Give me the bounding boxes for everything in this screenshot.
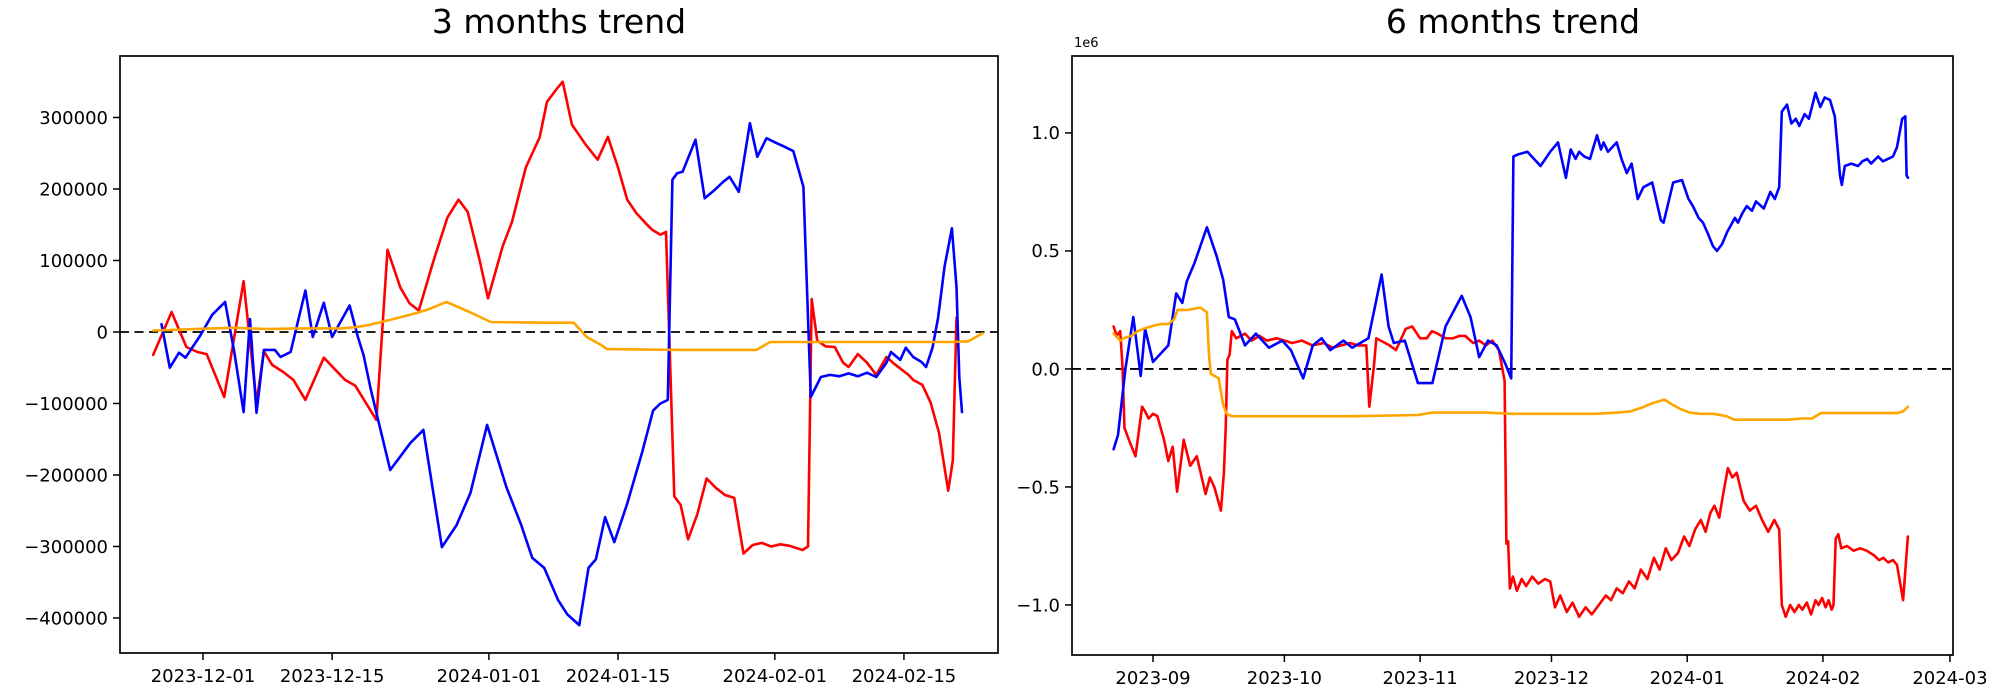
chart-6m-red-line (1112, 325, 1910, 619)
x-tick-label: 2024-02-15 (852, 666, 957, 687)
x-tick-label: 2024-01-15 (566, 666, 671, 687)
y-tick-label: 0.5 (1031, 241, 1060, 262)
axes-box-3-months (119, 55, 999, 654)
axes-box-6-months (1071, 55, 1954, 656)
chart-title-3-months: 3 months trend (431, 2, 687, 41)
y-tick-label: −0.5 (1016, 477, 1060, 498)
x-tick-label: 2024-01-01 (437, 666, 542, 687)
chart-3m-red-line (151, 80, 958, 555)
x-tick-label: 2023-10 (1247, 668, 1322, 689)
chart-3m-orange-line (151, 300, 984, 352)
y-tick-label: 200000 (39, 179, 108, 200)
y-tick-label: −100000 (24, 394, 108, 415)
x-tick-label: 2023-12-01 (151, 666, 256, 687)
y-tick-label: 100000 (39, 251, 108, 272)
x-tick-label: 2023-11 (1382, 668, 1457, 689)
x-tick-label: 2024-03 (1912, 668, 1987, 689)
y-tick-label: −200000 (24, 465, 108, 486)
x-tick-label: 2024-01 (1650, 668, 1725, 689)
chart-6m-blue-line (1112, 91, 1910, 451)
x-tick-label: 2023-12 (1514, 668, 1589, 689)
y-tick-label: 0 (97, 322, 108, 343)
chart-title-6-months: 6 months trend (1385, 2, 1641, 41)
y-tick-label: 1.0 (1031, 123, 1060, 144)
x-tick-label: 2023-12-15 (280, 666, 385, 687)
y-tick-label: 0.0 (1031, 359, 1060, 380)
y-axis-offset-label: 1e6 (1074, 36, 1099, 51)
y-tick-label: −400000 (24, 608, 108, 629)
x-tick-label: 2024-02 (1785, 668, 1860, 689)
y-tick-label: 300000 (39, 108, 108, 129)
y-tick-label: −1.0 (1016, 595, 1060, 616)
x-tick-label: 2024-02-01 (723, 666, 828, 687)
x-tick-label: 2023-09 (1115, 668, 1190, 689)
chart-3m-blue-line (160, 121, 964, 627)
chart-6m-orange-line (1112, 306, 1910, 422)
y-tick-label: −300000 (24, 537, 108, 558)
